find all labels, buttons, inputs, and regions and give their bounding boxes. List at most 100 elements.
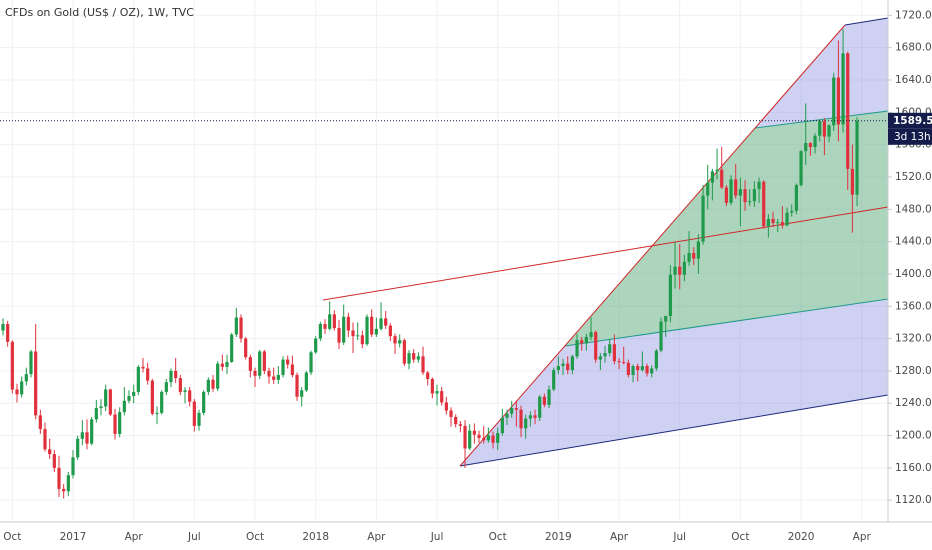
candle-body — [314, 338, 318, 353]
y-tick-label: 1440.00 — [895, 236, 932, 248]
candle-body — [262, 351, 266, 371]
y-tick-label: 1320.00 — [895, 333, 932, 345]
candle-body — [794, 185, 798, 211]
candle-body — [146, 368, 150, 381]
candle-body — [617, 361, 621, 363]
candle-body — [66, 475, 70, 492]
candle-body — [561, 363, 565, 367]
inner-upper-line — [754, 110, 889, 129]
candle-body — [276, 374, 280, 380]
candle-body — [743, 189, 747, 203]
y-tick-label: 1120.00 — [895, 494, 932, 506]
x-tick-label: 2017 — [60, 531, 87, 543]
inner-lower-line — [564, 298, 889, 347]
candle-body — [468, 430, 472, 449]
candle-body — [808, 143, 812, 148]
x-tick-label: Jul — [672, 531, 686, 543]
candle-body — [351, 330, 355, 337]
candle-body — [188, 390, 192, 402]
candle-body — [328, 314, 332, 329]
candle-body — [696, 241, 700, 259]
candle-body — [76, 438, 80, 458]
candle-body — [682, 261, 686, 275]
candle-body — [220, 363, 224, 367]
candle-body — [668, 274, 672, 316]
candle-body — [636, 366, 640, 371]
x-tick-label: Apr — [853, 531, 872, 543]
candle-body — [435, 391, 439, 394]
candle-body — [827, 125, 831, 137]
candle-body — [416, 356, 420, 360]
candle-body — [374, 328, 378, 335]
candle-body — [780, 222, 784, 226]
candle-body — [356, 335, 360, 337]
candle-body — [43, 429, 47, 450]
candle-body — [640, 366, 644, 371]
candle-body — [482, 437, 486, 441]
candle-body — [80, 432, 84, 439]
candle-body — [337, 328, 341, 343]
y-tick-label: 1640.00 — [895, 74, 932, 86]
candle-body — [678, 266, 682, 275]
last-price-box — [888, 112, 932, 129]
candle-body — [48, 449, 52, 455]
candle-body — [160, 391, 164, 413]
candle-body — [267, 370, 271, 377]
candle-body — [766, 218, 770, 227]
candle-body — [1, 324, 5, 331]
candle-body — [10, 341, 14, 390]
candle-body — [384, 318, 388, 326]
candle-body — [99, 406, 103, 409]
candle-body — [701, 195, 705, 242]
candle-body — [463, 425, 467, 449]
grid — [0, 0, 888, 522]
candle-body — [6, 324, 10, 342]
countdown-box — [888, 128, 932, 145]
candle-body — [216, 363, 220, 389]
candle-body — [514, 408, 518, 410]
candle-body — [444, 402, 448, 411]
candle-body — [533, 415, 537, 418]
candle-body — [407, 353, 411, 364]
candle-body — [34, 351, 38, 416]
candle-body — [850, 168, 854, 195]
candle-body — [580, 340, 584, 344]
candle-body — [729, 179, 733, 203]
candle-body — [472, 430, 476, 435]
x-tick-label: 2018 — [302, 531, 329, 543]
x-tick-label: 2019 — [545, 531, 572, 543]
candle-body — [332, 314, 336, 329]
candle-body — [664, 315, 668, 322]
candle-body — [57, 467, 61, 489]
y-tick-label: 1720.00 — [895, 9, 932, 21]
candle-body — [388, 325, 392, 337]
candle-body — [720, 169, 724, 188]
candle-body — [104, 389, 108, 407]
candles — [1, 29, 859, 499]
candle-body — [454, 416, 458, 425]
candle-body — [192, 401, 196, 426]
candle-body — [566, 363, 570, 371]
candle-body — [608, 344, 612, 354]
candle-body — [379, 318, 383, 329]
candle-body — [813, 135, 817, 148]
candle-body — [71, 457, 75, 476]
candle-body — [421, 356, 425, 373]
candle-body — [818, 121, 822, 136]
candle-body — [248, 357, 252, 371]
candle-body — [552, 370, 556, 390]
candle-body — [626, 362, 630, 375]
candle-body — [491, 435, 495, 443]
candle-body — [836, 77, 840, 125]
candle-body — [724, 187, 728, 203]
trend-line — [322, 206, 889, 301]
candle-body — [762, 181, 766, 227]
candle-body — [234, 317, 238, 335]
candle-body — [673, 266, 677, 275]
candle-body — [790, 210, 794, 213]
candle-body — [575, 340, 579, 357]
candle-body — [183, 390, 187, 392]
candle-body — [230, 334, 234, 363]
fan-inner-fill — [565, 111, 888, 346]
candle-body — [645, 366, 649, 374]
